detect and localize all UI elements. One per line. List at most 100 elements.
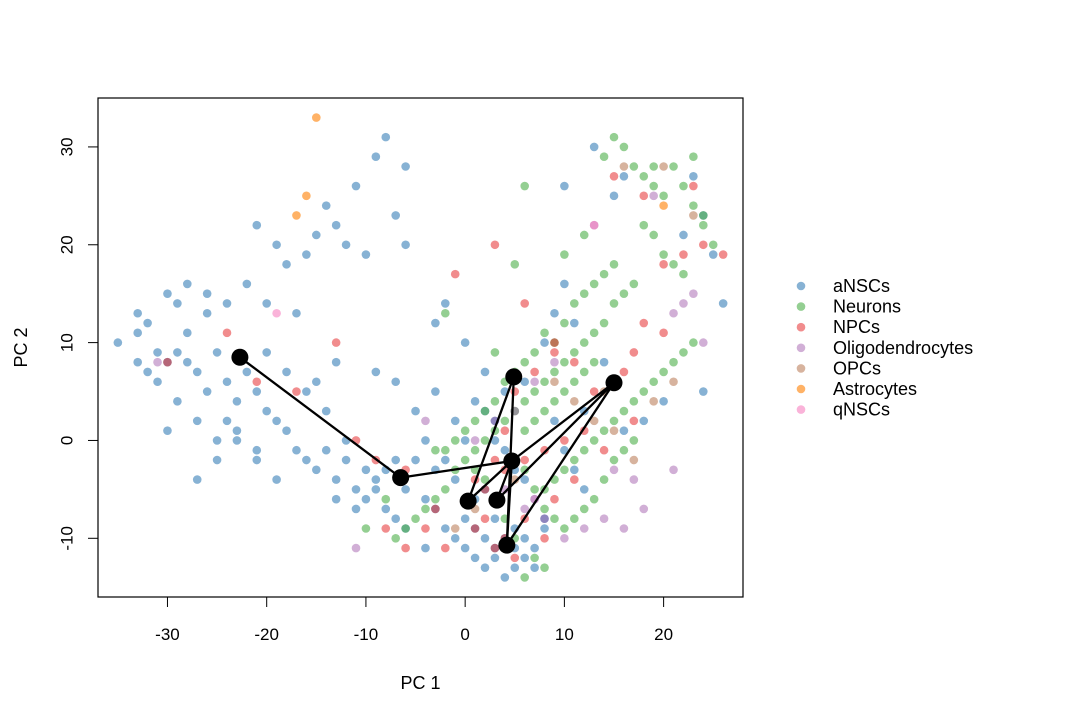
y-axis-title: PC 2 [11, 327, 31, 367]
point-neurons-104 [570, 377, 579, 387]
point-anscs-95 [520, 533, 529, 543]
point-anscs-106 [282, 367, 291, 377]
point-neurons-47 [579, 445, 589, 455]
point-anscs-74 [431, 387, 440, 396]
point-anscs-156 [163, 426, 172, 435]
point-npcs-24 [480, 514, 490, 524]
point-opcs-10 [450, 524, 460, 533]
y-axis: -10 0 10 20 30 [57, 137, 99, 551]
point-neurons-63 [599, 269, 609, 279]
point-anscs-41 [530, 543, 539, 553]
point-anscs-134 [272, 475, 281, 484]
point-anscs-153 [540, 338, 549, 347]
point-neurons-52 [629, 397, 639, 406]
point-npcs-19 [699, 240, 708, 250]
point-anscs-115 [609, 191, 619, 201]
point-npcs-26 [510, 553, 520, 563]
x-tick-label: 0 [460, 625, 469, 644]
point-anscs-64 [371, 152, 381, 162]
edge-2 [467, 460, 513, 502]
point-anscs-5 [173, 299, 182, 308]
point-anscs-158 [173, 348, 182, 357]
point-npcs-29 [441, 543, 450, 553]
point-anscs-96 [530, 563, 539, 572]
point-neurons-112 [560, 250, 569, 259]
point-anscs-39 [510, 563, 520, 572]
x-tick-label: -20 [254, 625, 279, 644]
point-anscs-154 [550, 308, 559, 318]
point-anscs-10 [222, 377, 232, 387]
point-npcs-40 [381, 524, 391, 533]
point-astrocytes-1 [302, 191, 311, 201]
point-npcs-1 [222, 328, 232, 338]
point-npcs-0 [163, 357, 172, 367]
point-neurons-76 [441, 445, 450, 455]
point-neurons-38 [431, 494, 440, 504]
point-neurons-50 [609, 416, 619, 426]
point-neurons-31 [500, 416, 510, 426]
point-oligodendrocytes-5 [540, 514, 549, 524]
point-neurons-7 [659, 191, 668, 201]
point-anscs-111 [192, 475, 202, 484]
point-anscs-150 [331, 494, 341, 504]
point-neurons-115 [689, 152, 698, 162]
point-anscs-101 [381, 504, 391, 514]
point-anscs-140 [579, 485, 589, 494]
point-anscs-137 [550, 416, 559, 426]
point-npcs-27 [490, 543, 500, 553]
point-anscs-52 [202, 289, 212, 298]
point-npcs-43 [550, 348, 559, 357]
point-anscs-3 [153, 348, 162, 357]
point-neurons-114 [649, 162, 658, 171]
y-tick-label: 10 [57, 333, 76, 352]
point-oligodendrocytes-6 [560, 533, 569, 543]
point-anscs-43 [173, 397, 182, 406]
point-anscs-40 [520, 553, 529, 563]
point-neurons-46 [570, 455, 579, 465]
point-neurons-73 [470, 416, 480, 426]
point-anscs-125 [619, 426, 629, 435]
legend-label-npcs: NPCs [833, 317, 880, 337]
point-anscs-42 [540, 524, 549, 533]
point-anscs-118 [689, 171, 698, 181]
point-neurons-108 [381, 494, 391, 504]
centroid-5 [505, 368, 523, 386]
point-anscs-88 [540, 514, 549, 524]
point-anscs-121 [718, 299, 728, 308]
point-anscs-123 [659, 397, 668, 406]
point-neurons-28 [530, 387, 539, 396]
point-anscs-147 [391, 455, 400, 465]
point-neurons-99 [520, 426, 529, 435]
point-anscs-138 [560, 445, 569, 455]
legend-label-opcs: OPCs [833, 358, 881, 378]
point-npcs-28 [470, 524, 480, 533]
point-anscs-67 [401, 162, 410, 171]
point-oligodendrocytes-12 [649, 191, 658, 201]
point-anscs-108 [222, 416, 232, 426]
point-neurons-27 [540, 377, 549, 387]
point-anscs-25 [371, 475, 381, 484]
point-anscs-19 [312, 465, 321, 475]
edge-8 [511, 381, 615, 462]
point-anscs-37 [490, 553, 500, 563]
point-anscs-59 [321, 201, 331, 210]
point-anscs-62 [351, 181, 361, 191]
point-neurons-61 [579, 289, 589, 298]
point-anscs-81 [520, 475, 529, 484]
point-neurons-97 [480, 475, 490, 484]
point-anscs-6 [183, 328, 192, 338]
point-neurons-66 [540, 328, 549, 338]
legend-label-astrocytes: Astrocytes [833, 379, 917, 399]
point-anscs-107 [262, 348, 271, 357]
point-anscs-76 [470, 397, 480, 406]
point-anscs-65 [381, 132, 391, 142]
point-npcs-41 [510, 387, 520, 396]
point-anscs-72 [391, 377, 400, 387]
point-anscs-120 [708, 250, 718, 259]
x-tick-label: -10 [354, 625, 379, 644]
point-neurons-110 [490, 348, 500, 357]
point-anscs-79 [500, 445, 510, 455]
point-opcs-0 [619, 162, 629, 171]
point-anscs-132 [331, 357, 341, 367]
